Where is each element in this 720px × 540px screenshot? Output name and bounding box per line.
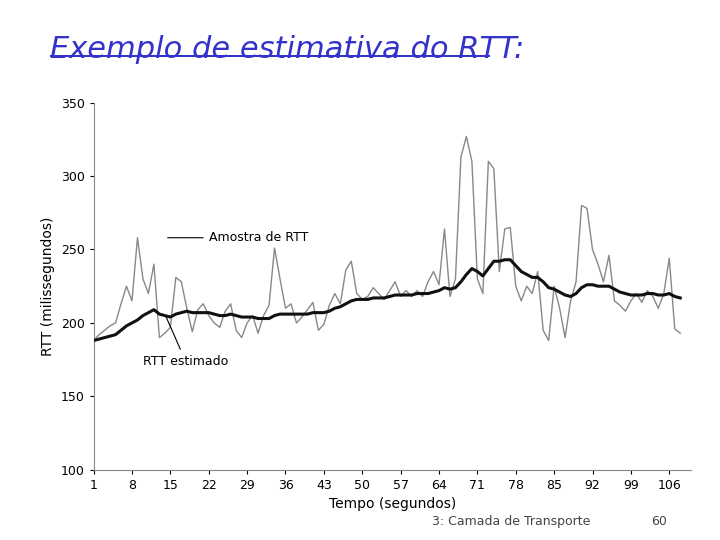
Text: 3: Camada de Transporte: 3: Camada de Transporte [432, 515, 590, 528]
Text: 60: 60 [652, 515, 667, 528]
Y-axis label: RTT (milissegundos): RTT (milissegundos) [41, 217, 55, 356]
Text: Exemplo de estimativa do RTT:: Exemplo de estimativa do RTT: [50, 35, 525, 64]
Text: Amostra de RTT: Amostra de RTT [168, 231, 308, 244]
X-axis label: Tempo (segundos): Tempo (segundos) [329, 497, 456, 511]
Text: RTT estimado: RTT estimado [143, 316, 228, 368]
